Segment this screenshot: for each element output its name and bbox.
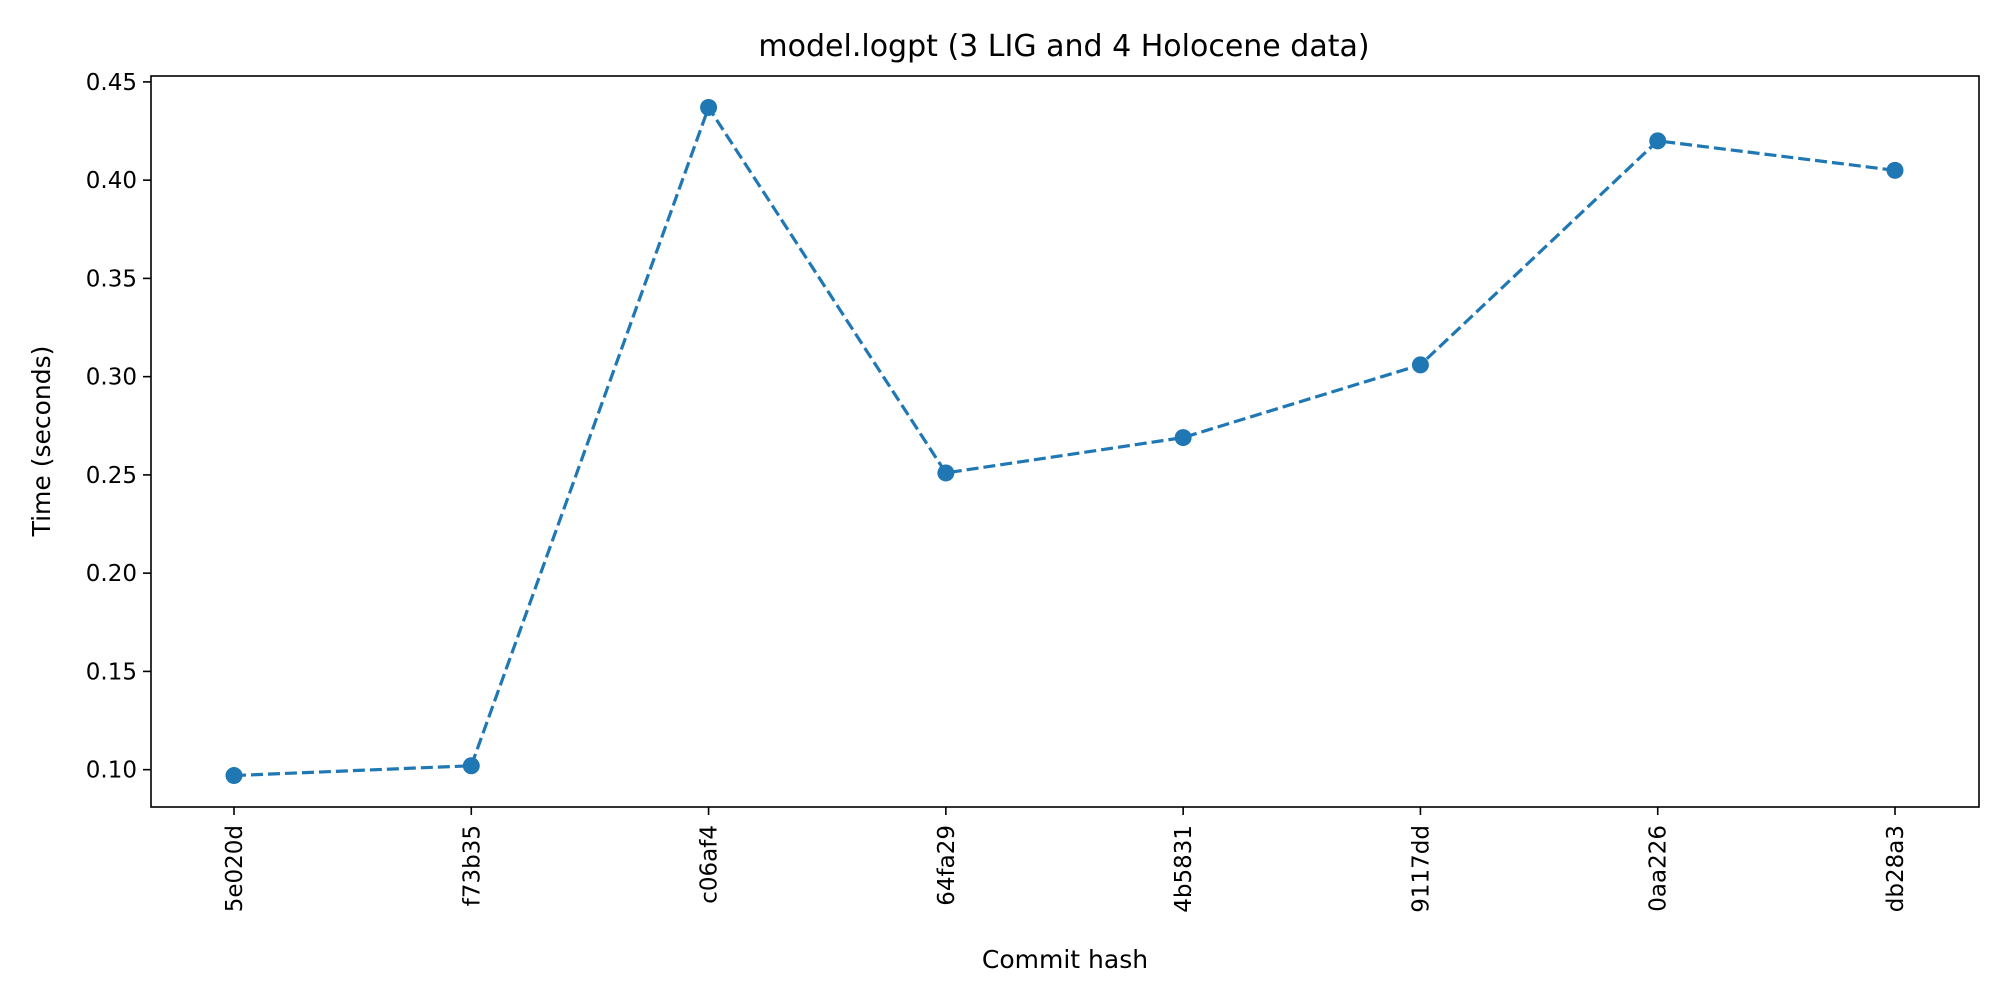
data-point <box>225 767 243 785</box>
x-tick-label: 5e020d <box>222 825 248 912</box>
y-tick-label: 0.35 <box>86 266 137 292</box>
data-point <box>1174 429 1192 447</box>
x-tick-label: 0aa226 <box>1646 825 1672 912</box>
x-tick-label: 4b5831 <box>1171 825 1197 913</box>
y-tick-label: 0.30 <box>86 365 137 391</box>
data-point <box>700 98 718 116</box>
series-line <box>233 103 1896 778</box>
y-tick-label: 0.15 <box>86 659 137 685</box>
chart-title: model.logpt (3 LIG and 4 Holocene data) <box>758 29 1369 64</box>
x-tick-label: 64fa29 <box>934 825 960 906</box>
x-tick-label: db28a3 <box>1883 825 1909 912</box>
plot-frame <box>150 75 1980 808</box>
x-tick-label: c06af4 <box>697 825 723 904</box>
series-layer <box>225 98 1904 785</box>
y-axis: 0.10 0.15 0.20 0.25 0.30 0.35 0.40 0.45 <box>86 70 151 784</box>
x-axis: 5e020d f73b35 c06af4 64fa29 4b5831 9117dd 0aa2… <box>222 807 1909 913</box>
y-tick-label: 0.10 <box>86 758 137 784</box>
data-point <box>1411 356 1429 374</box>
y-axis-title: Time (seconds) <box>27 346 56 538</box>
y-tick-label: 0.20 <box>86 561 137 587</box>
y-tick-label: 0.25 <box>86 463 137 489</box>
data-point <box>937 464 955 482</box>
x-tick-label: 9117dd <box>1408 825 1434 913</box>
y-tick-label: 0.45 <box>86 70 137 96</box>
data-point <box>1649 132 1667 150</box>
data-point <box>462 757 480 775</box>
data-point <box>1886 161 1904 179</box>
y-tick-label: 0.40 <box>86 168 137 194</box>
x-axis-title: Commit hash <box>982 945 1148 974</box>
x-tick-label: f73b35 <box>459 825 485 906</box>
